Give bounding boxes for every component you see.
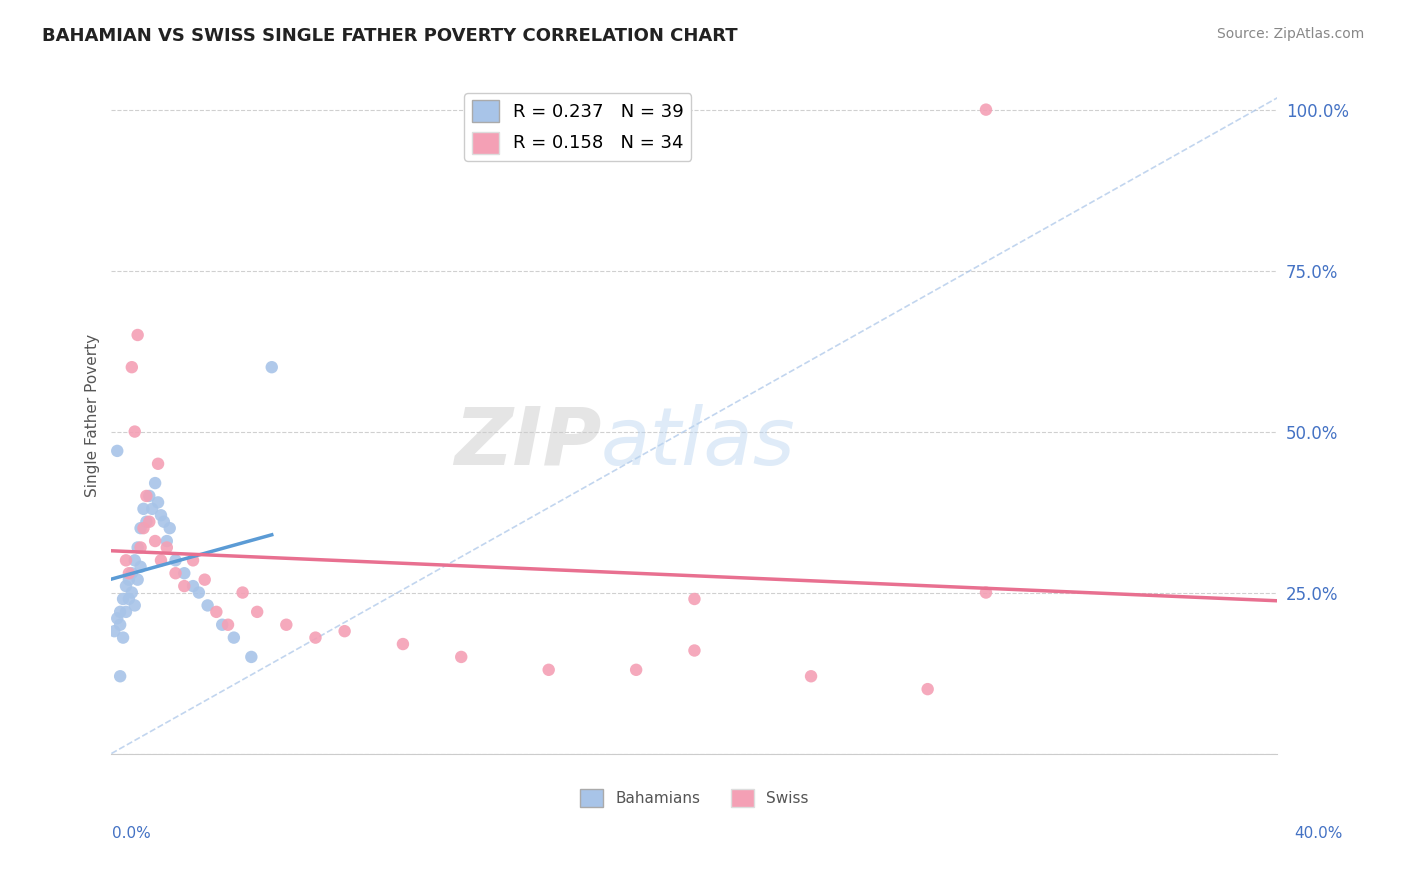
Point: [103, 624, 125, 639]
Point: [143, 534, 166, 549]
Point: [165, 566, 187, 581]
Point: [129, 541, 152, 555]
Point: [624, 663, 647, 677]
Point: [917, 682, 939, 697]
Text: 0.0%: 0.0%: [112, 827, 152, 841]
Point: [132, 521, 155, 535]
Point: [146, 457, 169, 471]
Point: [211, 617, 233, 632]
Point: [129, 521, 152, 535]
Point: [149, 508, 172, 523]
Point: [217, 617, 239, 632]
Point: [149, 553, 172, 567]
Point: [121, 585, 143, 599]
Point: [187, 585, 209, 599]
Point: [127, 328, 149, 343]
Point: [181, 553, 204, 567]
Point: [156, 534, 179, 549]
Point: [138, 515, 160, 529]
Point: [537, 663, 560, 677]
Point: [132, 501, 155, 516]
Text: Source: ZipAtlas.com: Source: ZipAtlas.com: [1216, 27, 1364, 41]
Point: [105, 611, 128, 625]
Point: [450, 649, 472, 664]
Point: [115, 579, 138, 593]
Point: [121, 566, 143, 581]
Point: [138, 489, 160, 503]
Point: [304, 631, 326, 645]
Point: [153, 515, 176, 529]
Point: [118, 573, 141, 587]
Point: [333, 624, 356, 639]
Text: atlas: atlas: [602, 403, 796, 482]
Point: [974, 103, 997, 117]
Point: [974, 585, 997, 599]
Text: 40.0%: 40.0%: [1295, 827, 1343, 841]
Point: [173, 566, 195, 581]
Point: [260, 360, 283, 375]
Point: [143, 476, 166, 491]
Point: [222, 631, 245, 645]
Legend: Bahamians, Swiss: Bahamians, Swiss: [574, 782, 814, 814]
Y-axis label: Single Father Poverty: Single Father Poverty: [86, 334, 100, 497]
Point: [112, 631, 135, 645]
Text: ZIP: ZIP: [454, 403, 602, 482]
Point: [115, 553, 138, 567]
Point: [194, 573, 217, 587]
Point: [181, 579, 204, 593]
Point: [124, 425, 146, 439]
Point: [135, 515, 157, 529]
Point: [197, 599, 219, 613]
Point: [205, 605, 228, 619]
Point: [121, 360, 143, 375]
Point: [683, 643, 706, 657]
Point: [124, 599, 146, 613]
Point: [129, 559, 152, 574]
Point: [246, 605, 269, 619]
Point: [800, 669, 823, 683]
Text: BAHAMIAN VS SWISS SINGLE FATHER POVERTY CORRELATION CHART: BAHAMIAN VS SWISS SINGLE FATHER POVERTY …: [42, 27, 738, 45]
Point: [276, 617, 298, 632]
Point: [118, 566, 141, 581]
Point: [232, 585, 254, 599]
Point: [115, 605, 138, 619]
Point: [173, 579, 195, 593]
Point: [159, 521, 181, 535]
Point: [141, 501, 163, 516]
Point: [127, 573, 149, 587]
Point: [392, 637, 415, 651]
Point: [683, 592, 706, 607]
Point: [108, 617, 131, 632]
Point: [118, 592, 141, 607]
Point: [124, 553, 146, 567]
Point: [108, 605, 131, 619]
Point: [240, 649, 263, 664]
Point: [156, 541, 179, 555]
Point: [105, 443, 128, 458]
Point: [135, 489, 157, 503]
Point: [127, 541, 149, 555]
Point: [146, 495, 169, 509]
Point: [108, 669, 131, 683]
Point: [165, 553, 187, 567]
Point: [112, 592, 135, 607]
